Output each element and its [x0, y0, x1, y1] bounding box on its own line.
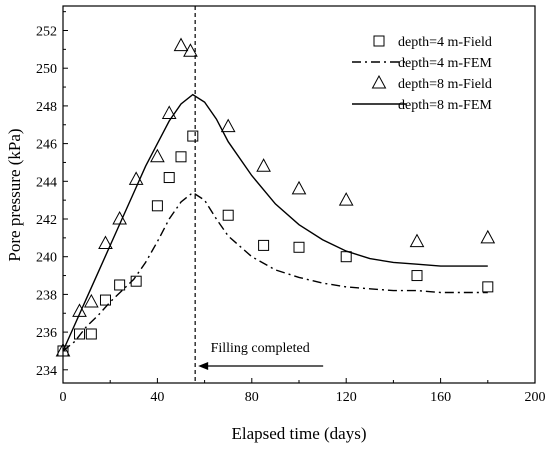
solid-series-line	[62, 93, 488, 352]
triangle-data-point	[409, 233, 425, 248]
x-tick-label: 160	[430, 390, 451, 405]
square-data-point	[293, 241, 305, 253]
series-2	[55, 37, 496, 357]
square-data-point	[187, 130, 199, 142]
legend-label: depth=4 m-Field	[398, 35, 492, 50]
legend-triangle-marker	[371, 74, 387, 89]
square-data-point	[85, 328, 97, 340]
x-tick-label: 80	[245, 390, 259, 405]
square-data-point	[222, 209, 234, 221]
annotation-layer: Filling completed	[194, 6, 324, 383]
series-1	[62, 191, 488, 352]
y-tick-label: 252	[36, 25, 57, 40]
legend-square-marker	[373, 35, 385, 47]
triangle-data-point	[338, 192, 354, 206]
triangle-data-point	[55, 342, 71, 357]
y-tick-label: 240	[36, 251, 57, 266]
x-axis-ticks: 0 40 80 120 160 200	[60, 378, 546, 405]
annotation-text: Filling completed	[211, 341, 310, 356]
y-axis-label: Pore pressure (kPa)	[5, 128, 24, 261]
x-axis-label: Elapsed time (days)	[231, 424, 366, 443]
x-tick-label: 0	[60, 390, 67, 405]
square-data-point	[175, 151, 187, 163]
legend-item: depth=4 m-Field	[373, 35, 492, 50]
legend-label: depth=4 m-FEM	[398, 56, 492, 71]
dash-dot-series-line	[62, 191, 488, 352]
square-data-point	[258, 239, 270, 251]
y-tick-label: 242	[36, 213, 57, 228]
y-tick-label: 236	[36, 326, 57, 341]
series-layer	[55, 37, 496, 357]
triangle-data-point	[256, 158, 271, 172]
triangle-data-point	[220, 118, 236, 133]
x-tick-label: 40	[150, 390, 164, 405]
legend-label: depth=8 m-FEM	[398, 98, 492, 113]
square-data-point	[151, 200, 163, 212]
square-data-point	[99, 294, 111, 306]
triangle-data-point	[480, 229, 496, 244]
triangle-data-point	[183, 43, 198, 57]
x-tick-label: 200	[525, 390, 546, 405]
x-tick-label: 120	[336, 390, 357, 405]
legend-item: depth=8 m-FEM	[352, 98, 492, 113]
triangle-data-point	[150, 148, 165, 163]
square-data-point	[482, 281, 494, 293]
y-tick-label: 246	[36, 138, 57, 153]
triangle-data-point	[72, 303, 87, 317]
y-tick-label: 248	[36, 100, 57, 115]
legend-label: depth=8 m-Field	[398, 77, 492, 92]
annotation-arrow-head	[198, 362, 209, 370]
y-tick-label: 244	[36, 175, 57, 190]
y-tick-label: 234	[36, 364, 57, 379]
series-3	[62, 93, 488, 352]
legend-item: depth=4 m-FEM	[352, 56, 492, 71]
square-data-point	[340, 251, 352, 263]
square-data-point	[114, 279, 126, 291]
y-axis-ticks: 234 236 238 240 242 244 246 248 250 252	[36, 11, 68, 379]
y-tick-label: 250	[36, 62, 57, 77]
triangle-data-point	[83, 293, 99, 308]
square-data-point	[163, 172, 175, 184]
legend-item: depth=8 m-Field	[371, 74, 492, 92]
square-data-point	[74, 328, 86, 340]
y-tick-label: 238	[36, 288, 57, 303]
square-data-point	[411, 270, 423, 282]
triangle-data-point	[161, 105, 177, 119]
series-0	[57, 130, 494, 357]
triangle-data-point	[98, 235, 113, 250]
triangle-data-point	[173, 37, 189, 52]
legend: depth=4 m-Field depth=4 m-FEM depth=8 m-Fi…	[352, 35, 492, 113]
triangle-data-point	[291, 180, 307, 195]
